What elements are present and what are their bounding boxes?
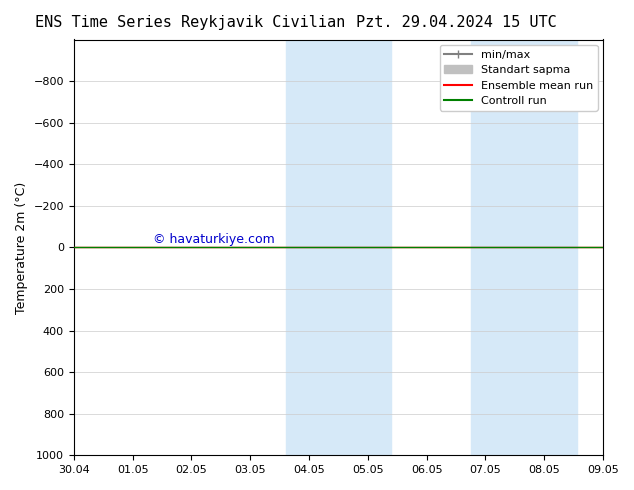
Text: Pzt. 29.04.2024 15 UTC: Pzt. 29.04.2024 15 UTC — [356, 15, 557, 30]
Y-axis label: Temperature 2m (°C): Temperature 2m (°C) — [15, 181, 28, 314]
Text: © havaturkiye.com: © havaturkiye.com — [153, 233, 275, 245]
Text: ENS Time Series Reykjavik Civilian: ENS Time Series Reykjavik Civilian — [35, 15, 346, 30]
Legend: min/max, Standart sapma, Ensemble mean run, Controll run: min/max, Standart sapma, Ensemble mean r… — [440, 45, 598, 111]
Bar — [285, 40, 391, 455]
Bar — [471, 40, 577, 455]
